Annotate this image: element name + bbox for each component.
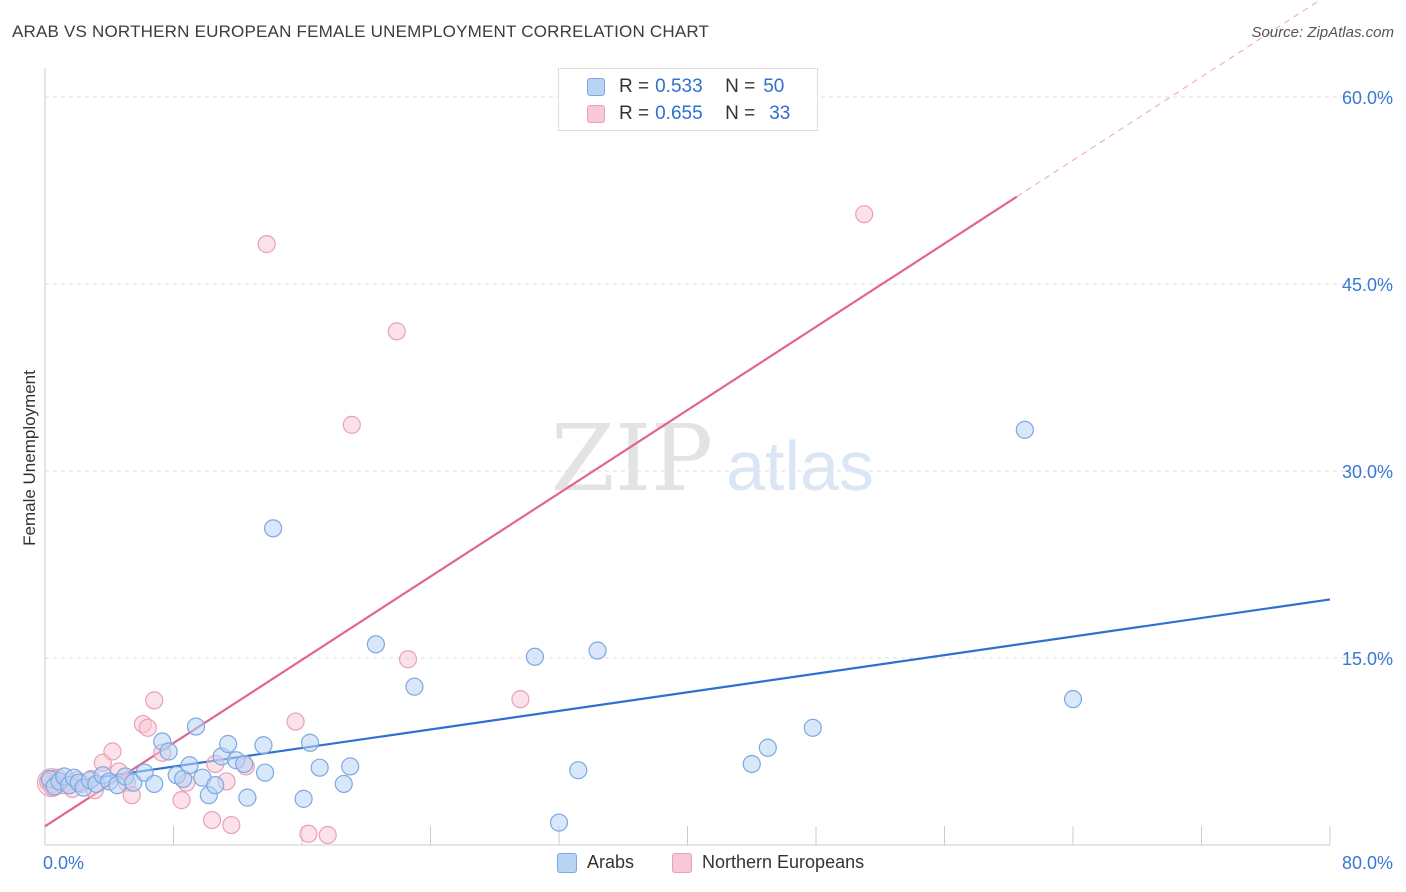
data-point-arabs: [263, 519, 283, 538]
data-point-arabs: [758, 738, 777, 757]
y-tick-label: 15.0%: [1342, 649, 1393, 669]
data-point-arabs: [334, 774, 353, 794]
data-point-northern-europeans: [511, 690, 530, 709]
data-point-northern-europeans: [172, 791, 191, 810]
data-point-arabs: [549, 813, 569, 832]
legend-row-northern-europeans: R = 0.655 N = 33: [559, 102, 790, 126]
data-point-arabs: [180, 756, 199, 775]
data-point-arabs: [569, 761, 588, 780]
data-point-arabs: [238, 788, 257, 807]
data-point-arabs: [255, 763, 275, 782]
data-point-northern-europeans: [318, 825, 337, 845]
data-point-arabs: [300, 733, 320, 752]
data-point-northern-europeans: [138, 718, 157, 737]
legend-r-label: R =: [619, 76, 650, 97]
data-point-northern-europeans: [387, 322, 406, 341]
data-point-arabs: [742, 754, 761, 774]
series-legend-label: Arabs: [587, 852, 635, 872]
y-tick-label: 30.0%: [1342, 462, 1393, 482]
series-legend-label: Northern Europeans: [702, 852, 865, 872]
legend-n-value: 50: [763, 76, 785, 97]
y-tick-label: 60.0%: [1342, 88, 1393, 108]
data-point-northern-europeans: [103, 742, 122, 761]
data-point-arabs: [219, 734, 238, 754]
data-point-arabs: [1063, 690, 1083, 709]
y-tick-label: 45.0%: [1342, 275, 1393, 295]
source-label: Source: ZipAtlas.com: [1251, 24, 1394, 41]
data-point-arabs: [294, 789, 313, 808]
data-point-northern-europeans: [398, 650, 418, 669]
data-point-northern-europeans: [855, 205, 874, 224]
watermark: ZIP atlas: [551, 405, 874, 512]
chart-title: ARAB VS NORTHERN EUROPEAN FEMALE UNEMPLO…: [12, 22, 710, 41]
series-legend-swatch-arabs: [557, 852, 577, 873]
data-point-arabs: [310, 758, 329, 777]
legend-r-label: R =: [619, 103, 650, 124]
tick-labels: 15.0% 30.0% 45.0% 60.0% 0.0% 80.0%: [43, 88, 1393, 873]
series-legend-arabs[interactable]: Arabs: [557, 852, 634, 873]
watermark-zip: ZIP: [551, 405, 713, 512]
legend-n-label: N =: [725, 103, 756, 124]
legend-n-value: 33: [769, 103, 791, 124]
legend-r-value: 0.533: [655, 76, 703, 97]
data-point-northern-europeans: [342, 415, 361, 434]
data-point-northern-europeans: [202, 810, 222, 830]
data-point-northern-europeans: [299, 824, 318, 843]
data-point-arabs: [525, 647, 545, 666]
legend-r-value: 0.655: [655, 103, 703, 124]
x-tick-label: 80.0%: [1342, 853, 1393, 873]
data-point-arabs: [1015, 420, 1034, 439]
data-point-arabs: [235, 754, 254, 774]
data-point-arabs: [145, 774, 164, 794]
series-legend-swatch-northern-europeans: [672, 852, 692, 873]
data-point-arabs: [405, 677, 424, 696]
data-points: [36, 205, 1083, 845]
data-point-arabs: [366, 635, 385, 654]
legend-row-arabs: R = 0.533 N = 50: [559, 75, 784, 99]
trend-line-northern-europeans: [44, 195, 1018, 828]
data-point-arabs: [159, 742, 178, 761]
data-point-arabs: [206, 776, 225, 795]
data-point-arabs: [341, 757, 360, 776]
series-legend-northern-europeans[interactable]: Northern Europeans: [672, 852, 864, 873]
legend-n-label: N =: [725, 76, 756, 97]
data-point-arabs: [186, 717, 206, 736]
gridlines: [45, 96, 1392, 659]
y-axis-label: Female Unemployment: [20, 370, 39, 546]
data-point-arabs: [254, 736, 273, 755]
series-legend: Arabs Northern Europeans: [0, 852, 1406, 878]
legend-swatch-northern-europeans: [587, 105, 605, 123]
data-point-northern-europeans: [257, 235, 276, 254]
trend-lines: [44, 0, 1331, 828]
data-point-northern-europeans: [145, 691, 164, 710]
x-tick-label: 0.0%: [43, 853, 84, 873]
trend-line-arabs: [44, 598, 1331, 787]
data-point-northern-europeans: [222, 815, 241, 835]
correlation-legend: R = 0.533 N = 50 R = 0.655 N = 33: [558, 68, 818, 131]
legend-swatch-arabs: [587, 78, 605, 96]
trend-line-extension: [1016, 0, 1321, 198]
data-point-northern-europeans: [286, 712, 305, 731]
watermark-atlas: atlas: [726, 427, 874, 505]
data-point-arabs: [803, 718, 822, 737]
axes: [44, 68, 1331, 846]
data-point-arabs: [588, 641, 607, 660]
